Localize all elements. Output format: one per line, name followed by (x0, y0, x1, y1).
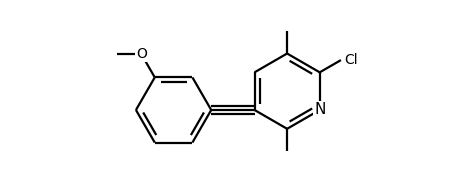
Text: Cl: Cl (344, 53, 357, 67)
Text: O: O (136, 47, 147, 61)
Text: N: N (314, 103, 325, 117)
